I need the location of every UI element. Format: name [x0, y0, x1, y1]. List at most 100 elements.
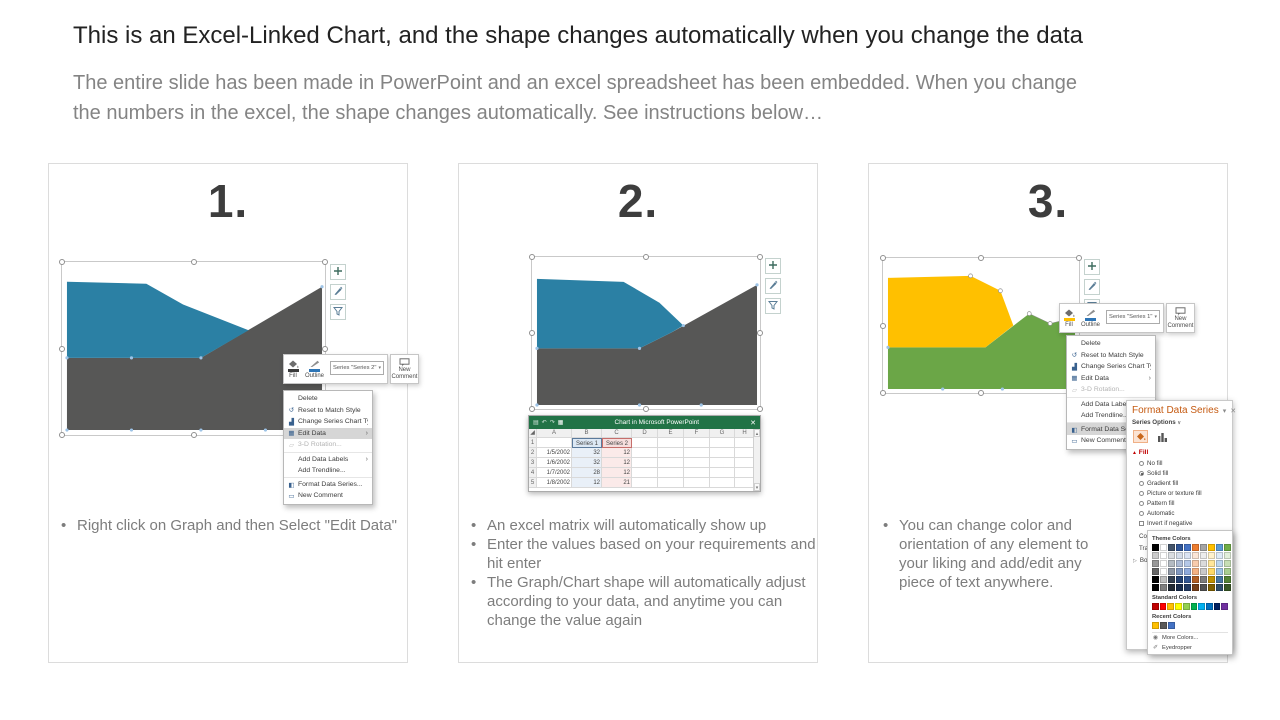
theme-color-variant-swatch[interactable]: [1160, 552, 1167, 559]
fill-option-pattern-fill[interactable]: Pattern fill: [1127, 498, 1232, 508]
theme-color-variant-swatch[interactable]: [1184, 560, 1191, 567]
redo-icon[interactable]: ↷: [549, 420, 555, 426]
selection-handle[interactable]: [880, 255, 886, 261]
fill-button[interactable]: Fill: [1060, 304, 1078, 332]
column-header-C[interactable]: C: [602, 429, 632, 438]
cell-empty[interactable]: [632, 448, 658, 458]
chart-elements-button[interactable]: [1084, 259, 1100, 275]
close-icon[interactable]: ✕: [750, 419, 756, 427]
cell-C4[interactable]: 12: [602, 468, 632, 478]
fill-option-gradient-fill[interactable]: Gradient fill: [1127, 478, 1232, 488]
theme-color-variant-swatch[interactable]: [1208, 552, 1215, 559]
outline-button[interactable]: Outline: [302, 355, 327, 383]
menu-item-delete[interactable]: Delete: [284, 393, 372, 405]
column-header-D[interactable]: D: [632, 429, 658, 438]
menu-item-reset-to-match-style[interactable]: ↺ Reset to Match Style: [284, 405, 372, 417]
cell-A4[interactable]: 1/7/2002: [537, 468, 572, 478]
selection-handle[interactable]: [757, 254, 763, 260]
theme-color-variant-swatch[interactable]: [1176, 552, 1183, 559]
cell-empty[interactable]: [684, 458, 710, 468]
theme-color-variant-swatch[interactable]: [1160, 560, 1167, 567]
theme-color-variant-swatch[interactable]: [1200, 584, 1207, 591]
theme-color-variant-swatch[interactable]: [1192, 568, 1199, 575]
menu-item-change-series-chart-type[interactable]: ▟ Change Series Chart Type...: [1067, 361, 1155, 373]
standard-color-swatch[interactable]: [1182, 603, 1190, 610]
selection-handle[interactable]: [757, 330, 763, 336]
selection-handle[interactable]: [190, 259, 197, 265]
cell-empty[interactable]: [735, 438, 755, 448]
theme-color-variant-swatch[interactable]: [1208, 568, 1215, 575]
selection-handle[interactable]: [1076, 255, 1082, 261]
column-header-H[interactable]: H: [735, 429, 755, 438]
select-all-corner[interactable]: ◢: [529, 429, 537, 438]
series-selector-dropdown[interactable]: Series "Series 1" ▾: [1106, 310, 1160, 324]
row-header-4[interactable]: 4: [529, 468, 537, 478]
chart-styles-button[interactable]: [330, 284, 346, 300]
series-options-label[interactable]: Series Options: [1132, 419, 1176, 426]
row-header-5[interactable]: 5: [529, 478, 537, 488]
standard-color-swatch[interactable]: [1213, 603, 1221, 610]
chart-elements-button[interactable]: [330, 264, 346, 280]
cell-A2[interactable]: 1/5/2002: [537, 448, 572, 458]
menu-item-reset-to-match-style[interactable]: ↺ Reset to Match Style: [1067, 350, 1155, 362]
cell-C2[interactable]: 12: [602, 448, 632, 458]
theme-color-variant-swatch[interactable]: [1152, 576, 1159, 583]
selection-handle[interactable]: [322, 345, 328, 352]
selection-handle[interactable]: [643, 406, 649, 412]
selection-handle[interactable]: [59, 259, 65, 265]
theme-color-swatch[interactable]: [1176, 544, 1183, 551]
standard-color-swatch[interactable]: [1198, 603, 1205, 610]
cell-empty[interactable]: [658, 478, 684, 488]
column-header-E[interactable]: E: [658, 429, 684, 438]
theme-color-variant-swatch[interactable]: [1168, 576, 1175, 583]
theme-color-variant-swatch[interactable]: [1168, 568, 1175, 575]
theme-color-variant-swatch[interactable]: [1152, 552, 1159, 559]
row-header-1[interactable]: 1: [529, 438, 537, 448]
theme-color-variant-swatch[interactable]: [1160, 584, 1167, 591]
menu-item-add-data-labels[interactable]: Add Data Labels ›: [284, 451, 372, 465]
standard-color-swatch[interactable]: [1190, 603, 1198, 610]
cell-empty[interactable]: [735, 468, 755, 478]
theme-color-variant-swatch[interactable]: [1224, 560, 1231, 567]
radio-icon[interactable]: [1139, 480, 1144, 486]
cell-A3[interactable]: 1/6/2002: [537, 458, 572, 468]
fill-option-solid-fill[interactable]: Solid fill: [1127, 468, 1232, 478]
theme-color-swatch[interactable]: [1208, 544, 1215, 551]
menu-item-delete[interactable]: Delete: [1067, 338, 1155, 350]
row-header-3[interactable]: 3: [529, 458, 537, 468]
cell-empty[interactable]: [710, 478, 735, 488]
theme-color-variant-swatch[interactable]: [1224, 568, 1231, 575]
cell-empty[interactable]: [632, 438, 658, 448]
cell-empty[interactable]: [735, 458, 755, 468]
theme-color-variant-swatch[interactable]: [1192, 552, 1199, 559]
theme-color-variant-swatch[interactable]: [1152, 568, 1159, 575]
theme-color-variant-swatch[interactable]: [1216, 552, 1223, 559]
cell-C3[interactable]: 12: [602, 458, 632, 468]
scroll-up-icon[interactable]: ▴: [754, 429, 760, 437]
menu-item-add-trendline[interactable]: Add Trendline...: [1067, 410, 1155, 422]
theme-color-variant-swatch[interactable]: [1176, 584, 1183, 591]
theme-color-variant-swatch[interactable]: [1184, 576, 1191, 583]
cell-A1[interactable]: [537, 438, 572, 448]
chart-elements-button[interactable]: [765, 258, 781, 274]
theme-color-variant-swatch[interactable]: [1216, 560, 1223, 567]
radio-icon[interactable]: [1139, 510, 1144, 516]
chart-filters-button[interactable]: [765, 298, 781, 314]
selection-handle[interactable]: [757, 406, 763, 412]
cell-empty[interactable]: [710, 458, 735, 468]
cell-C5[interactable]: 21: [602, 478, 632, 488]
new-comment-button[interactable]: New Comment: [391, 355, 418, 383]
cell-empty[interactable]: [684, 438, 710, 448]
theme-color-variant-swatch[interactable]: [1192, 584, 1199, 591]
cell-C1[interactable]: Series 2: [602, 438, 632, 448]
theme-color-variant-swatch[interactable]: [1208, 560, 1215, 567]
column-header-B[interactable]: B: [572, 429, 602, 438]
cell-empty[interactable]: [632, 478, 658, 488]
selection-handle[interactable]: [978, 255, 984, 261]
chart-styles-button[interactable]: [1084, 279, 1100, 295]
selection-handle[interactable]: [978, 390, 984, 396]
chart-styles-button[interactable]: [765, 278, 781, 294]
theme-color-variant-swatch[interactable]: [1192, 560, 1199, 567]
selection-handle[interactable]: [529, 330, 535, 336]
menu-item-add-trendline[interactable]: Add Trendline...: [284, 465, 372, 477]
